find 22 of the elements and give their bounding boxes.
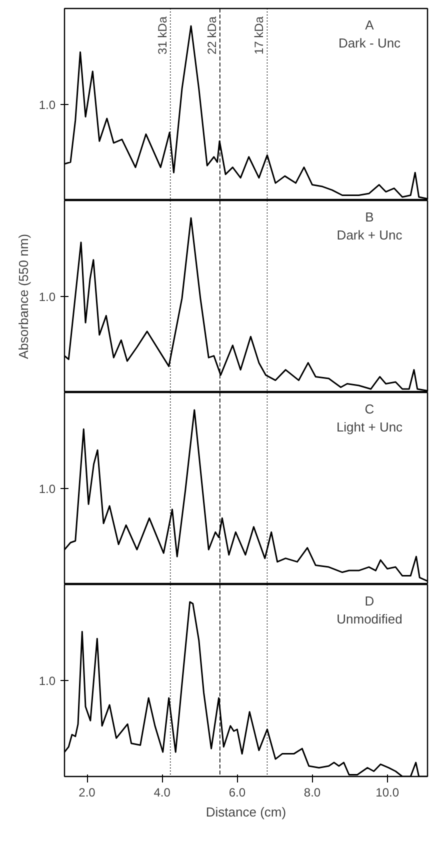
ref-line-label: 17 kDa bbox=[252, 16, 266, 55]
x-tick-label: 6.0 bbox=[228, 786, 246, 800]
ref-line-label: 31 kDa bbox=[155, 16, 170, 55]
text: 1.0 bbox=[38, 290, 56, 304]
chart-title: A bbox=[365, 18, 374, 32]
x-tick-label: 2.0 bbox=[78, 786, 96, 800]
text: 1.0 bbox=[38, 482, 56, 496]
chart-title: B bbox=[365, 210, 374, 224]
x-axis-title: Distance (cm) bbox=[206, 804, 286, 820]
text: Unmodified bbox=[336, 612, 402, 626]
chart-title: D bbox=[364, 594, 374, 608]
ref-line-label: 22 kDa bbox=[204, 16, 219, 55]
text: Dark - Unc bbox=[338, 36, 402, 50]
y-axis-title: Absorbance (550 nm) bbox=[16, 234, 31, 360]
x-tick-label: 8.0 bbox=[304, 786, 321, 800]
text: Light + Unc bbox=[336, 420, 404, 434]
chart-title: C bbox=[364, 402, 374, 416]
x-tick-label: 10.0 bbox=[376, 786, 400, 800]
x-tick-label: 4.0 bbox=[154, 786, 171, 800]
text: 1.0 bbox=[38, 674, 56, 688]
text: Dark + Unc bbox=[336, 228, 403, 242]
text: 1.0 bbox=[38, 98, 56, 112]
